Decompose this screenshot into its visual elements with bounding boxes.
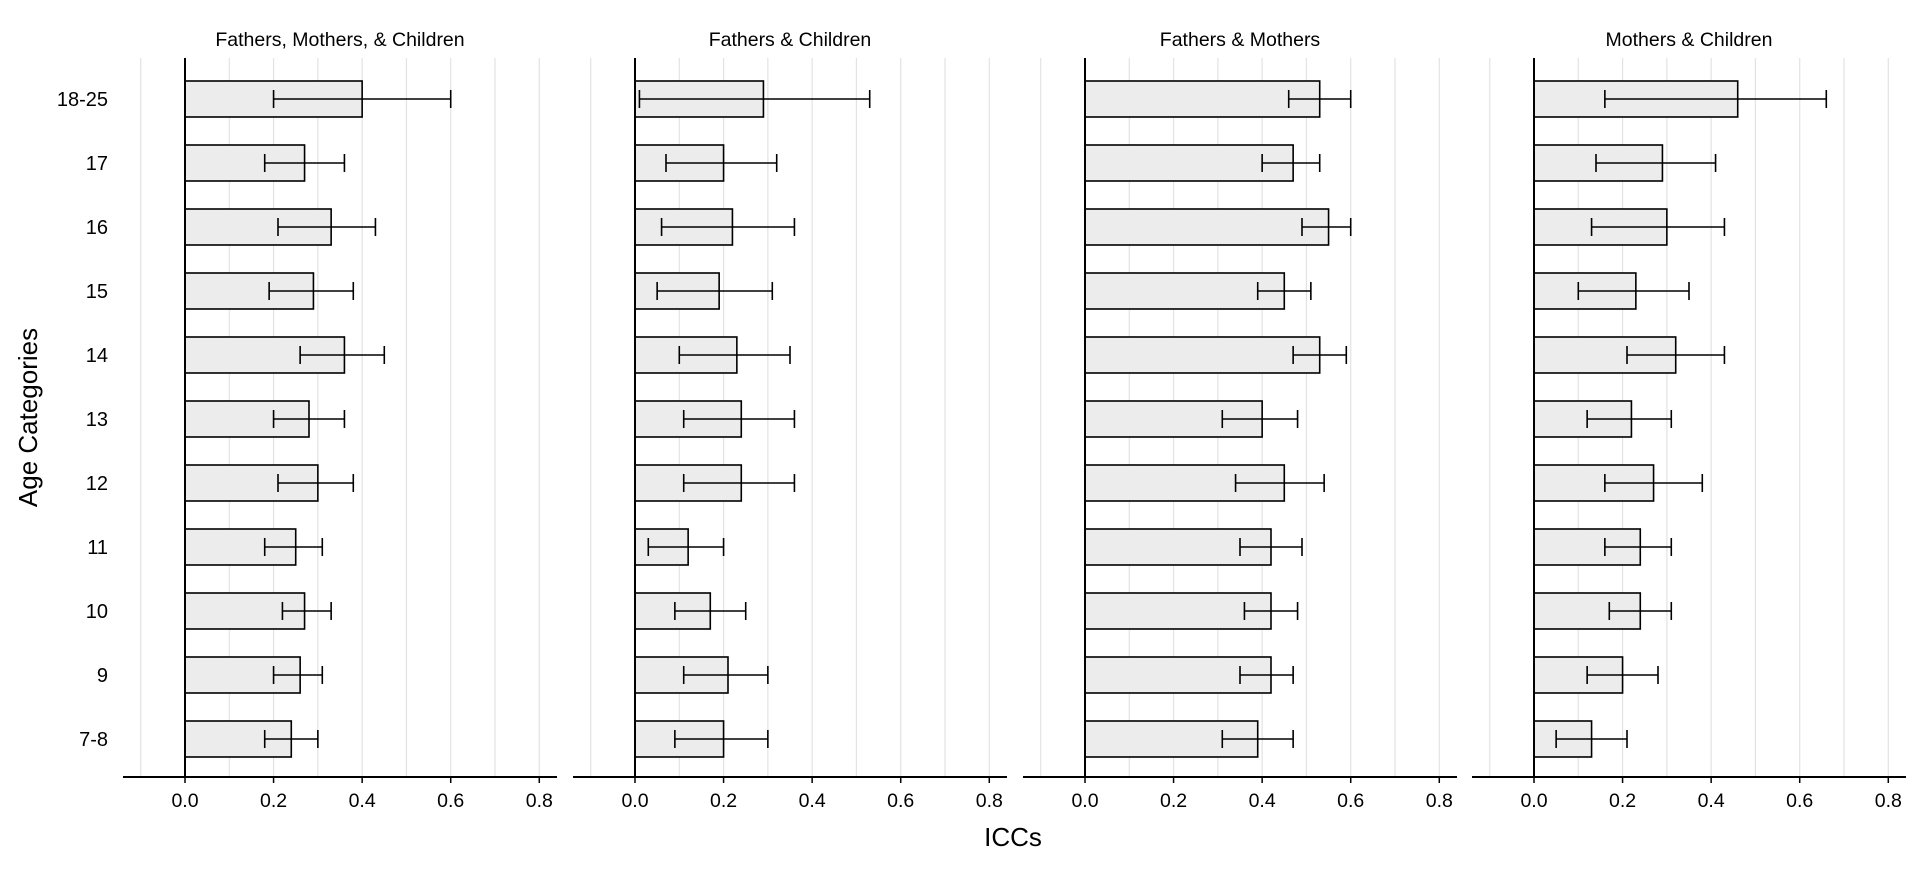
x-tick-label: 0.8 <box>1875 790 1902 812</box>
x-tick-label: 0.6 <box>437 790 464 812</box>
x-tick-label: 0.4 <box>799 790 826 812</box>
y-tick-label: 17 <box>86 153 108 175</box>
axes-layer <box>123 58 1906 783</box>
bar <box>1084 592 1272 630</box>
labels-layer: Fathers, Mothers, & Children 0.0 0.2 0.4 0.6… <box>13 29 1902 852</box>
x-tick-label: 0.4 <box>349 790 376 812</box>
x-tick-label: 0.0 <box>1071 790 1098 812</box>
y-tick-label: 7-8 <box>79 729 108 751</box>
x-tick-label: 0.2 <box>1160 790 1187 812</box>
y-tick-label: 10 <box>86 601 108 623</box>
x-tick-label: 0.6 <box>1337 790 1364 812</box>
x-axis-title: ICCs <box>984 822 1042 852</box>
y-tick-label: 12 <box>86 473 108 495</box>
x-tick-label: 0.2 <box>710 790 737 812</box>
panel-title: Fathers & Children <box>709 29 872 51</box>
x-tick-label: 0.0 <box>1520 790 1547 812</box>
bar <box>1084 80 1321 118</box>
x-tick-label: 0.0 <box>621 790 648 812</box>
bars-layer <box>184 80 1828 758</box>
y-tick-label: 13 <box>86 409 108 431</box>
bar <box>1533 656 1624 694</box>
y-tick-label: 14 <box>86 345 108 367</box>
y-tick-label: 16 <box>86 217 108 239</box>
x-tick-label: 0.2 <box>260 790 287 812</box>
x-tick-label: 0.0 <box>171 790 198 812</box>
panel-title: Fathers & Mothers <box>1160 29 1321 51</box>
x-tick-label: 0.6 <box>887 790 914 812</box>
bar <box>1084 336 1321 374</box>
y-tick-label: 15 <box>86 281 108 303</box>
x-tick-label: 0.4 <box>1249 790 1276 812</box>
y-axis-title: Age Categories <box>13 328 43 507</box>
x-tick-label: 0.6 <box>1786 790 1813 812</box>
x-tick-label: 0.2 <box>1609 790 1636 812</box>
bar <box>1084 656 1272 694</box>
bar <box>1084 208 1330 246</box>
bar <box>1084 144 1294 182</box>
x-tick-label: 0.8 <box>1426 790 1453 812</box>
y-tick-label: 18-25 <box>57 89 108 111</box>
x-tick-label: 0.8 <box>526 790 553 812</box>
y-tick-label: 11 <box>87 537 108 559</box>
panel-title: Fathers, Mothers, & Children <box>215 29 464 51</box>
y-tick-label: 9 <box>97 665 108 687</box>
panel-title: Mothers & Children <box>1606 29 1773 51</box>
bar <box>1084 272 1286 310</box>
x-tick-label: 0.8 <box>976 790 1003 812</box>
x-tick-label: 0.4 <box>1698 790 1725 812</box>
